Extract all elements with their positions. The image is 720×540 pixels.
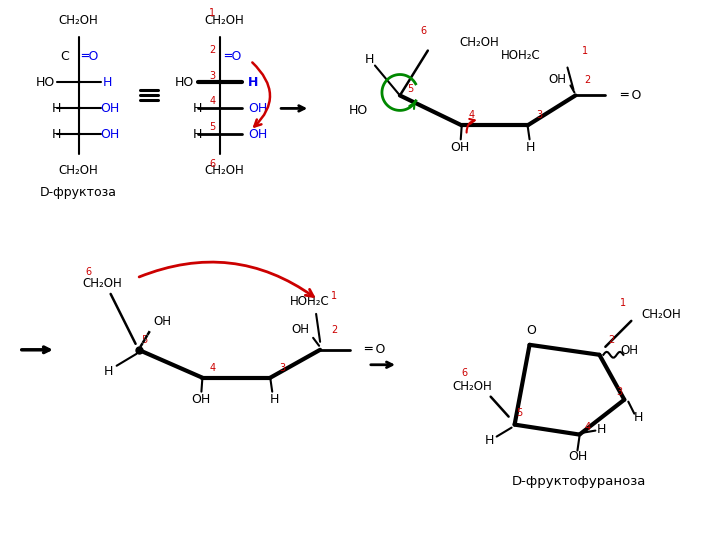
Text: CH₂OH: CH₂OH	[59, 14, 99, 27]
Text: OH: OH	[291, 323, 309, 336]
Text: 4: 4	[210, 363, 215, 373]
Text: OH: OH	[450, 141, 469, 154]
Text: H: H	[51, 128, 60, 141]
Text: CH₂OH: CH₂OH	[453, 380, 492, 393]
Text: 1: 1	[582, 45, 588, 56]
Text: 4: 4	[210, 97, 215, 106]
Text: 2: 2	[608, 335, 614, 345]
Text: OH: OH	[191, 393, 210, 406]
Text: HOH₂C: HOH₂C	[501, 49, 541, 62]
Text: 5: 5	[407, 84, 413, 94]
Text: 5: 5	[516, 408, 523, 417]
Text: CH₂OH: CH₂OH	[204, 14, 244, 27]
Text: O: O	[526, 325, 536, 338]
Text: HO: HO	[35, 76, 55, 89]
Text: OH: OH	[101, 102, 120, 115]
Text: H: H	[248, 76, 258, 89]
Text: C: C	[60, 50, 68, 63]
Text: 1: 1	[210, 8, 215, 18]
Text: OH: OH	[549, 73, 567, 86]
Text: ═ O: ═ O	[621, 89, 642, 102]
FancyArrowPatch shape	[139, 262, 313, 296]
Text: H: H	[51, 102, 60, 115]
Text: ═O: ═O	[81, 50, 98, 63]
Text: 6: 6	[462, 368, 468, 378]
Text: CH₂OH: CH₂OH	[642, 308, 681, 321]
Text: H: H	[634, 411, 643, 424]
Text: 3: 3	[536, 110, 543, 120]
Text: H: H	[193, 102, 202, 115]
Text: CH₂OH: CH₂OH	[204, 164, 244, 177]
Text: 6: 6	[210, 159, 215, 169]
FancyArrowPatch shape	[467, 119, 474, 133]
Text: CH₂OH: CH₂OH	[59, 164, 99, 177]
FancyArrowPatch shape	[252, 63, 270, 126]
Text: H: H	[364, 53, 374, 66]
Text: CH₂OH: CH₂OH	[83, 278, 122, 291]
Text: OH: OH	[568, 450, 587, 463]
Text: 2: 2	[210, 45, 215, 55]
Text: 6: 6	[86, 267, 91, 277]
Text: 4: 4	[585, 422, 590, 431]
Text: CH₂OH: CH₂OH	[460, 36, 500, 49]
Text: H: H	[526, 141, 535, 154]
Text: OH: OH	[248, 102, 268, 115]
Text: D-фруктофураноза: D-фруктофураноза	[512, 475, 647, 488]
Text: 1: 1	[620, 298, 626, 308]
Text: HOH₂C: HOH₂C	[290, 295, 330, 308]
Text: 3: 3	[616, 387, 622, 397]
Text: 2: 2	[331, 325, 337, 335]
Text: 2: 2	[585, 76, 590, 85]
Text: 3: 3	[279, 363, 285, 373]
Text: H: H	[597, 423, 606, 436]
Text: H: H	[193, 128, 202, 141]
Text: D-фруктоза: D-фруктоза	[40, 186, 117, 199]
Text: OH: OH	[621, 345, 639, 357]
Text: 5: 5	[141, 335, 148, 345]
Text: ═O: ═O	[225, 50, 242, 63]
Text: H: H	[103, 76, 112, 89]
Text: ═ O: ═ O	[364, 343, 385, 356]
Text: 1: 1	[331, 291, 337, 301]
Text: H: H	[269, 393, 279, 406]
Text: OH: OH	[153, 315, 171, 328]
Text: 5: 5	[210, 123, 215, 132]
Text: HO: HO	[175, 76, 194, 89]
Text: 4: 4	[469, 110, 474, 120]
Text: HO: HO	[348, 104, 368, 117]
Text: H: H	[485, 434, 495, 447]
Text: 3: 3	[210, 71, 215, 80]
Text: OH: OH	[101, 128, 120, 141]
Text: H: H	[104, 365, 113, 378]
Text: OH: OH	[248, 128, 268, 141]
Text: 6: 6	[420, 25, 427, 36]
